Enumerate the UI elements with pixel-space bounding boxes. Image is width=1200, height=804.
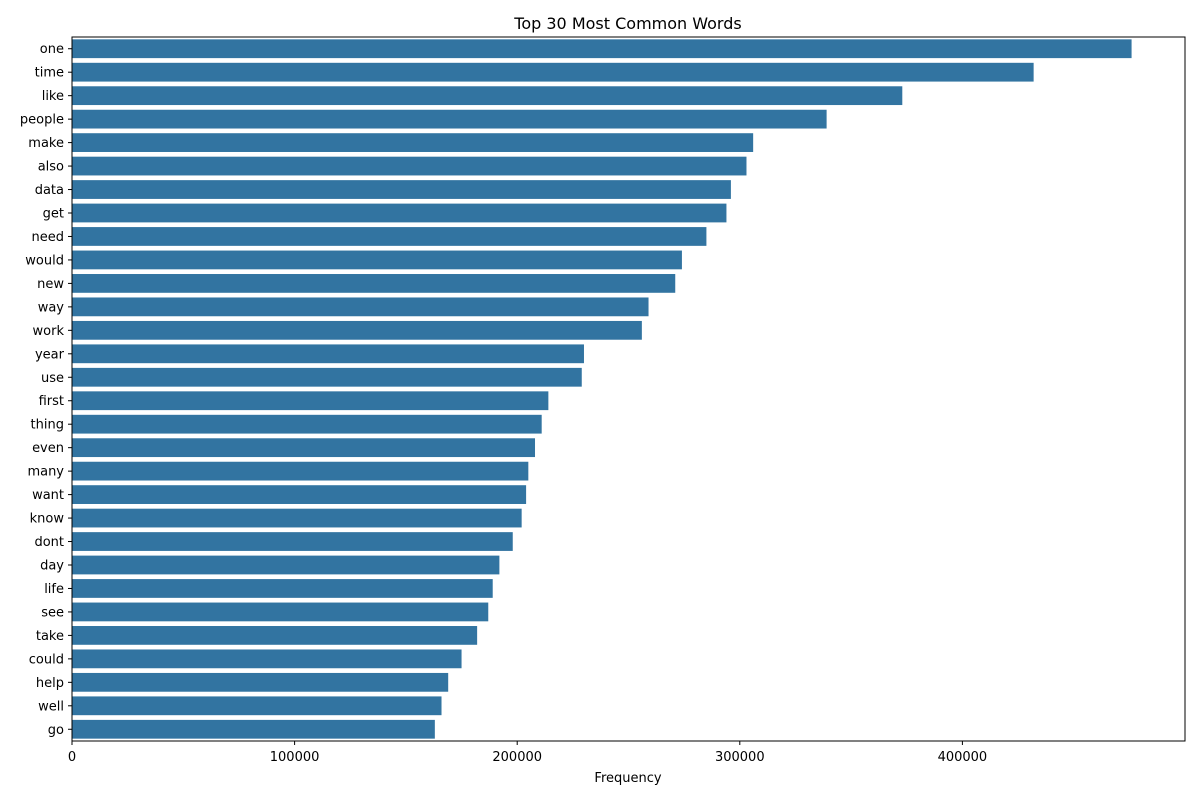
bar-year [72,344,584,364]
bar-new [72,274,676,293]
y-tick-label-day: day [40,559,64,574]
bar-even [72,438,536,458]
y-tick-label-way: way [38,300,65,315]
y-tick-label-make: make [28,136,64,151]
bar-help [72,672,449,692]
x-tick-label: 300000 [715,750,765,765]
y-tick-label-new: new [37,277,64,292]
x-tick-label: 400000 [938,750,988,765]
y-tick-label-even: even [32,441,64,456]
y-tick-label-could: could [29,652,64,667]
bar-life [72,579,493,598]
y-tick-label-get: get [43,207,64,222]
y-tick-label-see: see [41,605,64,620]
y-tick-label-life: life [44,582,64,597]
plot-frame [71,36,1186,742]
y-tick-label-people: people [20,113,64,128]
x-axis-label: Frequency [594,771,661,786]
bar-know [72,508,522,528]
y-tick-label-work: work [33,324,65,339]
y-tick-label-help: help [36,676,64,691]
y-tick-label-year: year [35,347,65,362]
chart-title: Top 30 Most Common Words [513,14,741,33]
x-tick-label: 200000 [492,750,542,765]
bar-first [72,391,549,411]
y-tick-label-well: well [38,699,64,714]
y-tick-label-time: time [35,66,64,81]
bar-many [72,461,529,481]
x-axis: 0 100000 200000 300000 400000 [68,741,987,765]
bar-use [72,367,582,387]
bar-dont [72,532,513,551]
y-tick-label-want: want [32,488,64,503]
bar-data [72,180,731,199]
bar-also [72,156,747,176]
y-tick-label-many: many [27,465,64,480]
bar-make [72,133,754,152]
y-tick-label-also: also [38,160,64,175]
bar-get [72,203,727,223]
bar-one [72,39,1132,59]
y-tick-label-first: first [39,394,64,409]
bar-go [72,719,435,739]
bar-thing [72,414,542,434]
bar-well [72,696,442,716]
bar-way [72,297,649,317]
x-tick-label: 0 [68,750,76,765]
bar-day [72,555,500,575]
bars-group [72,39,1132,739]
y-tick-label-go: go [48,723,64,738]
bar-see [72,602,489,622]
y-tick-label-thing: thing [31,418,64,433]
y-tick-label-like: like [42,89,64,104]
y-axis: one time like people make also data get need woul… [20,42,72,738]
y-tick-label-need: need [32,230,65,245]
y-tick-label-one: one [40,42,64,57]
bar-people [72,109,827,129]
bar-would [72,250,682,270]
y-tick-label-would: would [25,253,64,268]
bar-could [72,649,462,669]
bar-like [72,86,903,106]
x-tick-label: 100000 [270,750,320,765]
y-tick-label-data: data [35,183,64,198]
bar-take [72,626,478,645]
bar-work [72,320,642,340]
bar-time [72,62,1034,82]
y-tick-label-take: take [36,629,64,644]
y-tick-label-know: know [30,512,65,527]
bar-want [72,485,527,504]
bar-need [72,227,707,246]
y-tick-label-use: use [41,371,64,386]
y-tick-label-dont: dont [34,535,64,550]
